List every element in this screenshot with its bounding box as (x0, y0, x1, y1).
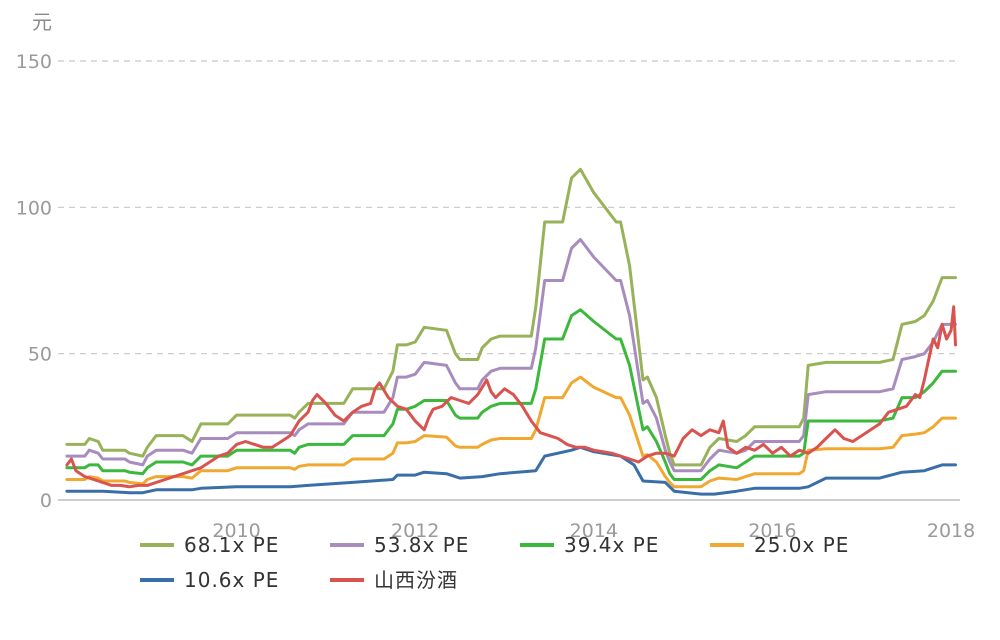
legend-label-0: 68.1x PE (184, 533, 279, 557)
x-tick-label-2010: 2010 (212, 520, 260, 542)
legend-label-5: 山西汾酒 (374, 568, 458, 592)
series-line-3 (65, 375, 957, 489)
y-tick-label-0: 0 (40, 490, 52, 512)
x-tick-label-2018: 2018 (927, 520, 975, 542)
legend-label-2: 39.4x PE (564, 533, 659, 557)
x-tick-label-2012: 2012 (391, 520, 439, 542)
x-tick-labels: 2010 2012 2014 2016 2018 (212, 520, 975, 542)
series-line-0 (65, 167, 957, 467)
y-tick-label-50: 50 (28, 344, 52, 366)
x-tick-label-2016: 2016 (748, 520, 796, 542)
y-axis-unit-label: 元 (32, 10, 52, 34)
y-tick-labels: 0 50 100 150 (16, 51, 52, 512)
series-line-4 (65, 445, 957, 496)
legend-label-4: 10.6x PE (184, 568, 279, 592)
legend-label-3: 25.0x PE (754, 533, 849, 557)
series-line-2 (65, 308, 957, 481)
x-tick-label-2014: 2014 (570, 520, 618, 542)
legend: 68.1x PE 53.8x PE 39.4x PE 25.0x PE 10.6x PE… (140, 533, 849, 592)
plot-series (65, 167, 957, 496)
y-grid (58, 60, 960, 355)
y-tick-label-150: 150 (16, 51, 52, 73)
series-line-1 (65, 238, 957, 473)
legend-label-1: 53.8x PE (374, 533, 469, 557)
y-tick-label-100: 100 (16, 197, 52, 219)
series-line-5 (65, 305, 957, 489)
